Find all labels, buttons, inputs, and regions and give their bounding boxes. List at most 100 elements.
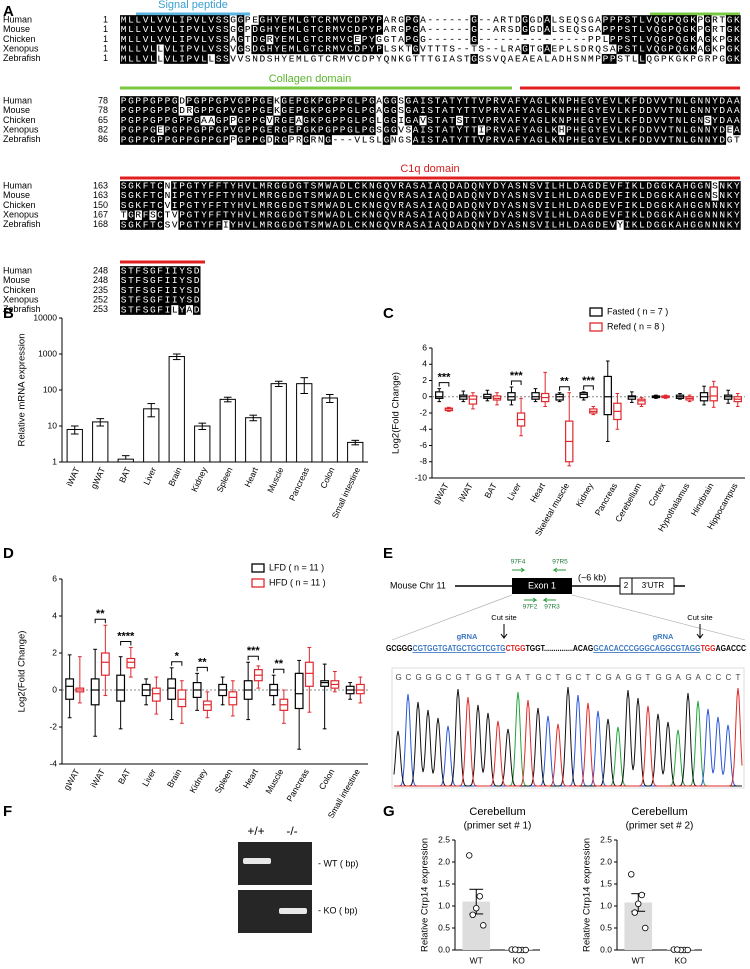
conserved-residue [156,285,164,296]
conserved-residue [141,115,150,126]
conserved-residue [528,125,537,136]
conserved-residue [214,105,223,116]
conserved-residue [120,134,128,145]
conserved-residue [368,34,376,45]
significance-label: *** [438,372,452,384]
conserved-residue [193,115,201,126]
conserved-residue [477,96,486,107]
conserved-residue [287,24,296,35]
conserved-residue [251,210,259,221]
conserved-residue [280,190,289,201]
conserved-residue [360,210,369,221]
y-tick-label: 4 [52,610,57,620]
conserved-residue [718,115,727,126]
conserved-residue [156,24,164,35]
conserved-residue [696,105,705,116]
conserved-residue [652,200,661,211]
conserved-residue [733,219,741,230]
conserved-residue [404,200,413,211]
conserved-residue [426,219,435,230]
conserved-residue [514,200,522,211]
conserved-residue [324,44,332,55]
conserved-residue [236,24,245,35]
y-tick-label: 1.0 [438,900,450,910]
domain-label: C1q domain [400,163,459,175]
conserved-residue [521,134,529,145]
conserved-residue [353,125,362,136]
conserved-residue [565,125,573,136]
conserved-residue [638,125,646,136]
residue-number: 163 [93,190,108,200]
conserved-residue [178,200,186,211]
conserved-residue [346,115,354,126]
conserved-residue [601,125,610,136]
conserved-residue [667,125,675,136]
conserved-residue [550,219,559,230]
panel-letter: D [3,545,14,562]
conserved-residue [127,34,135,45]
conserved-residue [492,219,500,230]
conserved-residue [134,115,143,126]
box [468,395,478,405]
conserved-residue [623,219,632,230]
data-point [480,922,487,929]
genotype-label: +/+ [247,824,264,838]
conserved-residue [251,219,259,230]
box [531,392,540,400]
primer-label: 97R5 [552,559,568,566]
conserved-residue [295,105,303,116]
conserved-residue [251,105,259,116]
conserved-residue [725,219,734,230]
conserved-residue [477,210,486,221]
conserved-residue [704,181,712,192]
species-name: Mouse [3,275,30,285]
species-name: Mouse [3,24,30,34]
conserved-residue [616,134,624,145]
conserved-residue [667,181,675,192]
conserved-residue [638,219,646,230]
conserved-residue [207,96,216,107]
conserved-residue [324,200,332,211]
conserved-residue [258,210,267,221]
conserved-residue [149,24,157,35]
species-name: Xenopus [3,294,39,304]
conserved-residue [266,44,274,55]
conserved-residue [426,105,435,116]
conserved-residue [725,96,734,107]
conserved-residue [178,219,186,230]
conserved-residue [652,134,661,145]
conserved-residue [127,125,135,136]
conserved-residue [360,96,369,107]
conserved-residue [331,210,340,221]
conserved-residue [127,105,135,116]
conserved-residue [309,190,318,201]
conserved-residue [404,115,413,126]
conserved-residue [360,115,369,126]
conserved-residue [214,190,223,201]
conserved-residue [368,115,376,126]
conserved-residue [528,115,537,126]
conserved-residue [382,200,391,211]
conserved-residue [463,181,471,192]
conserved-residue [353,200,362,211]
primer-label: 97F4 [511,559,526,566]
conserved-residue [360,15,369,26]
conserved-residue [521,125,529,136]
conserved-residue [375,181,383,192]
conserved-residue [733,24,741,35]
conserved-residue [645,44,654,55]
conserved-residue [324,125,332,136]
sequence: MLLVLLVLIPVLLSSVVSNDSHYEMLGTCRMVCDPYQNKG… [121,53,740,64]
conserved-residue [229,200,237,211]
conserved-residue [711,96,719,107]
conserved-residue [258,200,267,211]
trace [394,687,743,787]
conserved-residue [266,105,274,116]
conserved-residue [134,275,143,286]
conserved-residue [667,210,675,221]
conserved-residue [149,200,157,211]
conserved-residue [433,105,442,116]
species-name: Human [3,265,32,275]
conserved-residue [266,96,274,107]
box [637,398,646,405]
